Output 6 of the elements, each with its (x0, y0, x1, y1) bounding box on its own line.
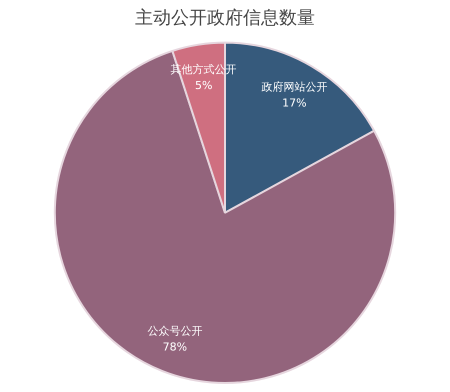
slice-label: 公众号公开 (147, 324, 202, 338)
data-label: 17% (282, 96, 307, 110)
data-label: 5% (194, 79, 212, 92)
data-label: 78% (162, 340, 188, 354)
chart-title: 主动公开政府信息数量 (135, 7, 315, 28)
slice-label: 政府网站公开 (261, 80, 328, 94)
